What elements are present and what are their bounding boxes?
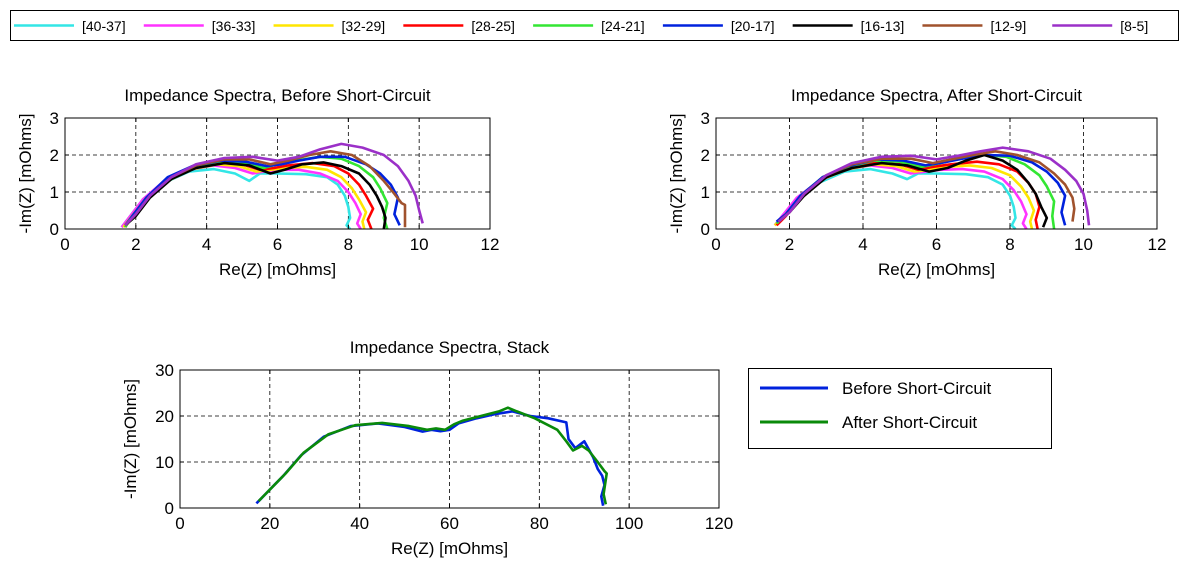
x-tick-label: 120 [705, 514, 733, 533]
x-tick-label: 8 [1005, 235, 1014, 254]
figure-legend: [40-37] [36-33] [32-29] [28-25] [24-21] [20-1… [10, 10, 1179, 41]
plot-title: Impedance Spectra, Before Short-Circuit [124, 86, 430, 105]
plot-title: Impedance Spectra, Stack [350, 338, 550, 357]
plot-title: Impedance Spectra, After Short-Circuit [791, 86, 1082, 105]
x-tick-label: 100 [615, 514, 643, 533]
x-tick-label: 0 [711, 235, 720, 254]
y-tick-label: 1 [701, 183, 710, 202]
x-tick-label: 20 [260, 514, 279, 533]
y-axis-label: -Im(Z) [mOhms] [667, 114, 686, 234]
series-line [777, 146, 1091, 226]
x-tick-label: 2 [131, 235, 140, 254]
x-axis-label: Re(Z) [mOhms] [878, 260, 995, 279]
x-tick-label: 10 [1074, 235, 1093, 254]
y-tick-label: 3 [50, 109, 59, 128]
x-tick-label: 2 [785, 235, 794, 254]
x-axis-label: Re(Z) [mOhms] [219, 260, 336, 279]
data-lines [255, 406, 609, 506]
y-tick-label: 20 [155, 407, 174, 426]
figure-legend-label: [12-9] [990, 18, 1026, 34]
y-tick-label: 0 [701, 220, 710, 239]
x-tick-label: 12 [481, 235, 500, 254]
x-tick-label: 80 [530, 514, 549, 533]
plot-area [180, 370, 719, 508]
y-tick-label: 1 [50, 183, 59, 202]
plot-stack: 0 20 40 60 80 100 120 0 10 20 30 Impedance Spectra,… [121, 338, 1052, 558]
x-tick-label: 0 [175, 514, 184, 533]
figure-legend-label: [8-5] [1120, 18, 1148, 34]
figure-legend-label: [36-33] [212, 18, 256, 34]
y-tick-label: 2 [50, 146, 59, 165]
x-tick-label: 60 [440, 514, 459, 533]
x-tick-label: 8 [344, 235, 353, 254]
x-tick-label: 4 [202, 235, 211, 254]
series-line [124, 155, 401, 227]
x-tick-label: 10 [410, 235, 429, 254]
stack-legend-box [748, 368, 1052, 449]
figure-legend-label: [32-29] [342, 18, 386, 34]
x-tick-label: 6 [273, 235, 282, 254]
y-tick-label: 30 [155, 361, 174, 380]
x-tick-label: 12 [1148, 235, 1167, 254]
figure-legend-box [10, 10, 1179, 41]
figure-legend-label: [40-37] [82, 18, 126, 34]
y-axis-label: -Im(Z) [mOhms] [16, 114, 35, 234]
y-tick-label: 10 [155, 453, 174, 472]
x-tick-label: 6 [932, 235, 941, 254]
series-line [124, 142, 424, 227]
data-lines [773, 146, 1091, 230]
y-axis-label: -Im(Z) [mOhms] [121, 379, 140, 499]
x-tick-label: 4 [858, 235, 867, 254]
y-tick-label: 3 [701, 109, 710, 128]
figure-legend-label: [16-13] [861, 18, 905, 34]
x-tick-label: 0 [60, 235, 69, 254]
series-line [777, 153, 1049, 228]
figure-legend-label: [28-25] [471, 18, 515, 34]
x-tick-label: 40 [350, 514, 369, 533]
x-axis-label: Re(Z) [mOhms] [391, 539, 508, 558]
series-line [124, 161, 387, 230]
stack-legend-label: After Short-Circuit [842, 413, 977, 432]
y-tick-label: 2 [701, 146, 710, 165]
stack-legend-label: Before Short-Circuit [842, 379, 992, 398]
series-line [257, 406, 609, 505]
y-tick-label: 0 [165, 499, 174, 518]
figure-legend-label: [20-17] [731, 18, 775, 34]
y-tick-label: 0 [50, 220, 59, 239]
figure-legend-label: [24-21] [601, 18, 645, 34]
data-lines [120, 142, 424, 230]
